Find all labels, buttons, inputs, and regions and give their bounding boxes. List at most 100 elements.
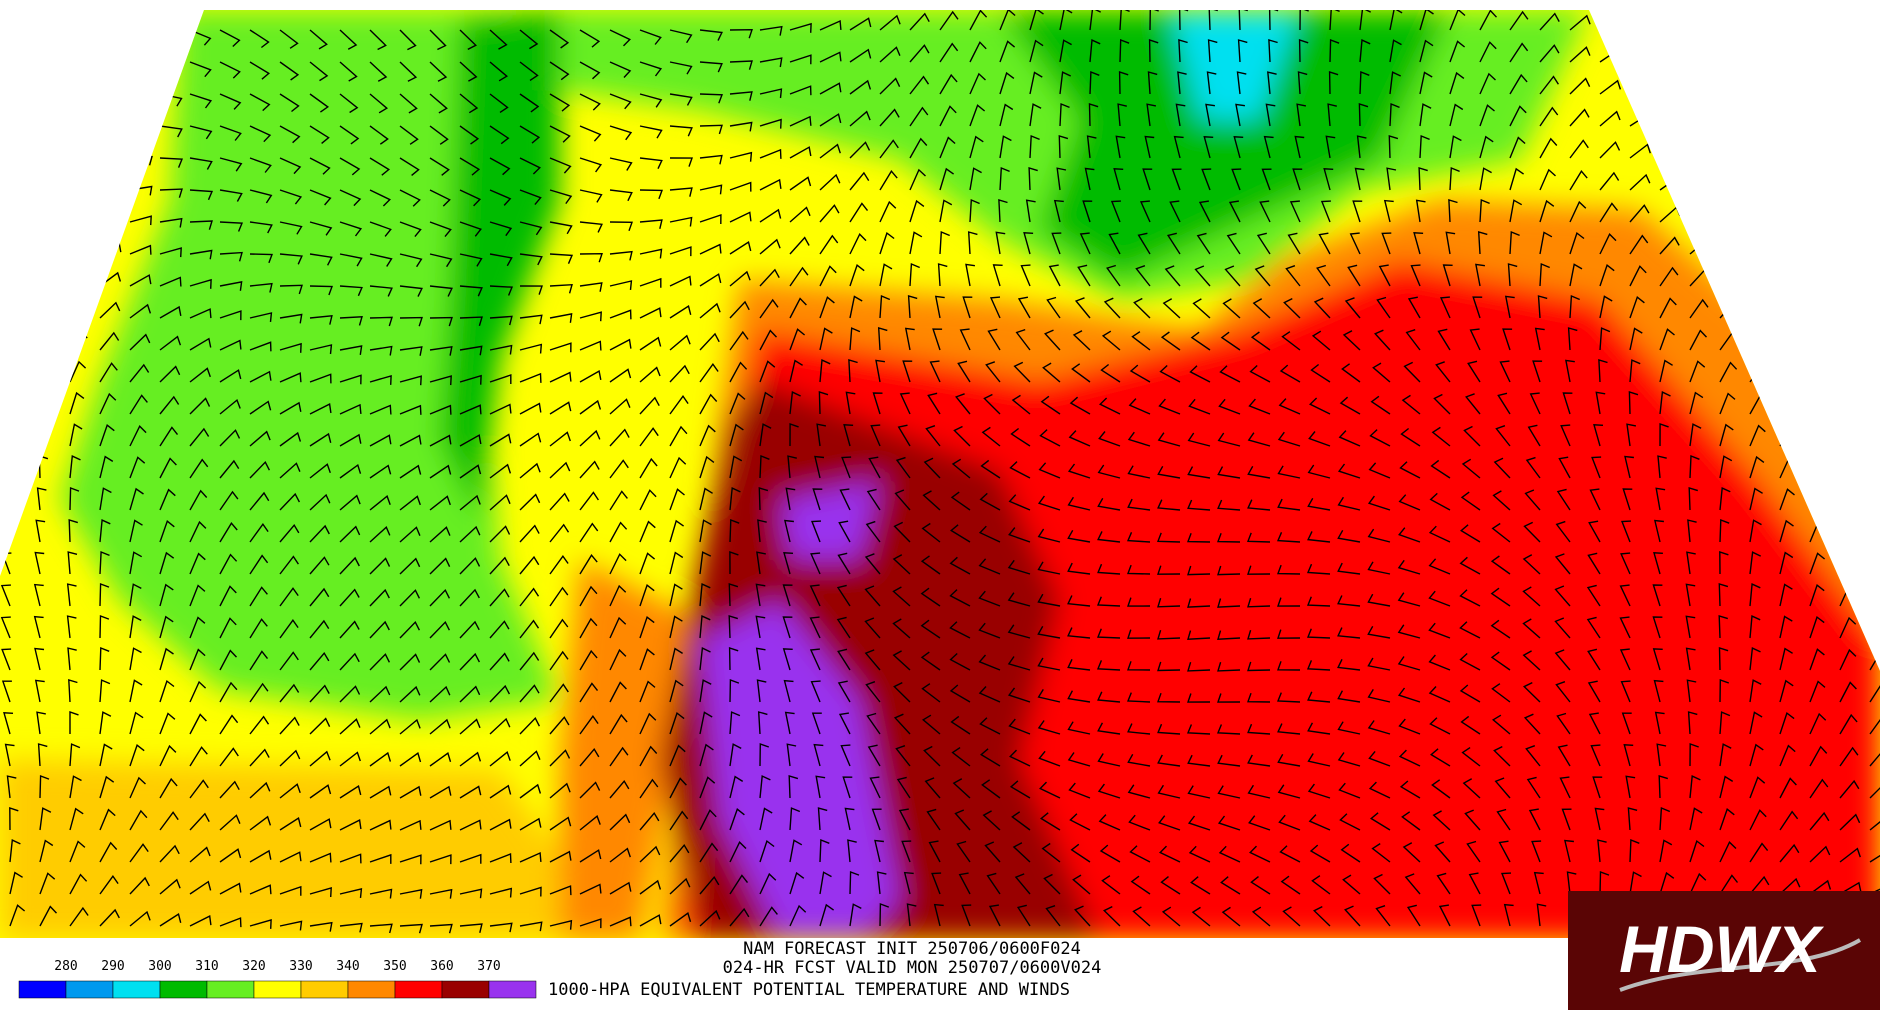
- wind-barb: [159, 777, 178, 799]
- wind-barb: [609, 648, 627, 671]
- wind-barb: [729, 91, 753, 101]
- wind-barb: [609, 916, 632, 927]
- wind-barb: [1689, 391, 1704, 415]
- wind-barb: [1749, 519, 1762, 543]
- wind-barb: [838, 520, 851, 543]
- wind-barb: [39, 775, 50, 799]
- wind-barb: [1659, 806, 1671, 831]
- wind-barb: [399, 653, 421, 671]
- wind-barb: [1323, 168, 1334, 191]
- wind-barb: [1809, 125, 1833, 139]
- wind-barb: [99, 874, 119, 895]
- wind-barb: [279, 683, 300, 703]
- wind-barb: [1082, 200, 1093, 223]
- wind-barb: [69, 423, 83, 447]
- wind-barb: [1254, 265, 1271, 287]
- wind-barb: [1237, 39, 1248, 63]
- wind-barb: [1433, 393, 1451, 415]
- wind-barb: [1629, 871, 1642, 895]
- wind-barb: [789, 423, 799, 447]
- wind-barb: [2, 520, 13, 543]
- wind-barb: [1208, 10, 1219, 31]
- wind-barb: [1689, 839, 1705, 863]
- wind-barb: [1688, 487, 1699, 511]
- wind-barb: [1220, 331, 1241, 351]
- wind-barb: [519, 921, 543, 932]
- wind-barb: [39, 147, 62, 159]
- wind-barb: [669, 304, 692, 319]
- wind-barb: [1779, 647, 1793, 671]
- wind-barb: [1341, 363, 1361, 383]
- wind-barb: [1869, 781, 1880, 799]
- wind-barb: [1491, 714, 1511, 735]
- wind-barb: [519, 493, 541, 511]
- wind-barb: [129, 910, 151, 927]
- wind-barb: [1247, 629, 1271, 640]
- wind-barb: [969, 41, 987, 63]
- wind-barb: [339, 494, 361, 511]
- wind-barb: [1367, 720, 1391, 735]
- wind-barb: [729, 60, 753, 70]
- wind-barb: [1719, 711, 1731, 735]
- wind-barb: [369, 685, 391, 703]
- wind-barb: [489, 525, 511, 543]
- wind-barb: [1277, 661, 1301, 671]
- wind-barb: [69, 119, 93, 130]
- wind-barb: [489, 887, 513, 898]
- wind-barb: [1338, 782, 1361, 799]
- wind-barb: [459, 316, 483, 327]
- wind-barb: [129, 876, 150, 895]
- wind-barb: [939, 10, 959, 31]
- colorbar-label: 350: [383, 959, 406, 974]
- wind-barb: [459, 620, 480, 639]
- wind-barb: [489, 403, 512, 415]
- wind-barb: [1652, 648, 1663, 671]
- wind-barb: [1161, 906, 1181, 927]
- wind-barb: [1659, 85, 1682, 96]
- wind-barb: [1839, 61, 1862, 78]
- wind-barb: [459, 464, 482, 479]
- wind-barb: [159, 247, 182, 258]
- wind-barb: [1397, 559, 1421, 575]
- wind-barb: [1127, 753, 1151, 767]
- wind-barb: [1629, 234, 1649, 255]
- wind-barb: [34, 551, 45, 575]
- wind-barb: [1525, 745, 1541, 767]
- wind-barb: [978, 686, 1001, 703]
- wind-barb: [1809, 427, 1829, 447]
- wind-barb: [814, 455, 825, 479]
- wind-barb: [1282, 906, 1301, 927]
- wind-barb: [1008, 527, 1031, 543]
- wind-barb: [1277, 465, 1301, 479]
- wind-barb: [39, 839, 54, 863]
- wind-barb: [1157, 432, 1181, 447]
- wind-barb: [1491, 683, 1511, 703]
- wind-barb: [39, 267, 60, 287]
- wind-barb: [639, 616, 655, 639]
- wind-barb: [1563, 839, 1574, 863]
- wind-barb: [1217, 466, 1241, 479]
- wind-barb: [1749, 302, 1771, 319]
- wind-barb: [1383, 199, 1394, 223]
- wind-barb: [279, 431, 302, 447]
- wind-barb: [519, 221, 543, 236]
- wind-barb: [1437, 328, 1451, 351]
- wind-barb: [1809, 457, 1828, 479]
- wind-barb: [699, 243, 722, 255]
- wind-barb: [68, 679, 78, 703]
- wind-barb: [1719, 841, 1737, 863]
- wind-barb: [1037, 720, 1061, 735]
- wind-barb: [279, 651, 299, 671]
- wind-barb: [189, 220, 213, 230]
- wind-barb: [783, 679, 794, 703]
- wind-barb: [99, 92, 123, 103]
- wind-barb: [1869, 522, 1880, 543]
- wind-barb: [1839, 553, 1857, 575]
- wind-barb: [879, 46, 901, 63]
- wind-barb: [1407, 296, 1421, 319]
- wind-barb: [1523, 713, 1541, 735]
- wind-barb: [339, 125, 360, 145]
- wind-barb: [1074, 297, 1091, 319]
- wind-barb: [920, 619, 941, 639]
- wind-barb: [837, 680, 851, 703]
